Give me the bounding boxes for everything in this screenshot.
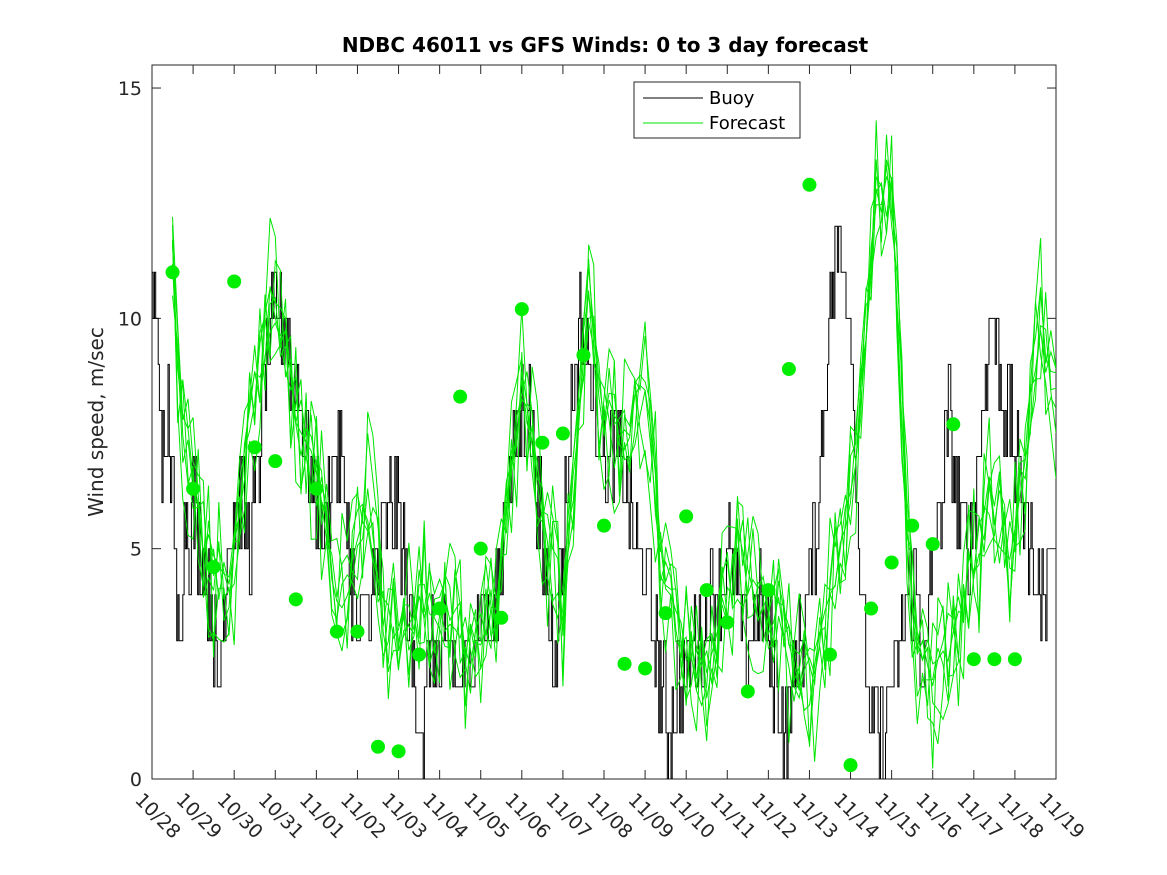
forecast-marker	[247, 440, 262, 455]
forecast-marker	[905, 518, 920, 533]
forecast-marker	[576, 348, 591, 363]
forecast-run-line	[172, 120, 1056, 769]
x-tick-label: 11/06	[500, 789, 554, 843]
forecast-marker	[350, 624, 365, 639]
forecast-marker	[946, 417, 961, 432]
forecast-marker	[638, 661, 653, 676]
legend-forecast-label: Forecast	[709, 113, 785, 134]
x-tick-label: 11/11	[706, 789, 760, 843]
x-tick-label: 11/01	[295, 789, 349, 843]
x-tick-label: 11/10	[665, 789, 719, 843]
forecast-marker	[473, 541, 488, 556]
x-tick-label: 11/03	[377, 789, 431, 843]
forecast-marker	[555, 426, 570, 441]
x-tick-labels: 10/2810/2910/3010/3111/0111/0211/0311/04…	[130, 789, 1088, 843]
forecast-marker	[1007, 652, 1022, 667]
forecast-marker	[288, 592, 303, 607]
forecast-marker	[494, 610, 509, 625]
x-tick-label: 10/30	[213, 789, 267, 843]
forecast-marker	[925, 537, 940, 552]
x-tick-label: 11/04	[418, 789, 472, 843]
forecast-marker	[206, 560, 221, 575]
x-tick-label: 11/16	[911, 789, 965, 843]
forecast-marker	[966, 652, 981, 667]
x-tick-label: 11/07	[541, 789, 595, 843]
forecast-marker	[412, 647, 427, 662]
y-axis-label: Wind speed, m/sec	[84, 327, 108, 517]
y-tick-label: 15	[118, 78, 142, 100]
axis-ticks	[151, 65, 1057, 780]
forecast-marker	[165, 265, 180, 280]
forecast-marker	[658, 606, 673, 621]
forecast-marker	[781, 362, 796, 377]
forecast-marker	[268, 454, 283, 469]
forecast-marker	[514, 302, 529, 317]
forecast-marker	[391, 744, 406, 759]
x-tick-label: 11/19	[1034, 789, 1088, 843]
forecast-marker	[186, 481, 201, 496]
y-tick-label: 5	[130, 539, 142, 561]
forecast-marker	[617, 656, 632, 671]
x-tick-label: 11/13	[788, 789, 842, 843]
forecast-marker	[597, 518, 611, 533]
chart-title: NDBC 46011 vs GFS Winds: 0 to 3 day fore…	[342, 33, 869, 57]
forecast-marker	[843, 758, 858, 773]
forecast-marker	[987, 652, 1002, 667]
y-tick-label: 10	[118, 308, 142, 330]
forecast-marker	[884, 555, 899, 570]
forecast-marker	[740, 684, 755, 699]
x-tick-label: 11/15	[870, 789, 924, 843]
forecast-marker	[329, 624, 344, 639]
x-tick-label: 10/31	[254, 789, 308, 843]
forecast-marker	[823, 647, 837, 662]
forecast-marker	[864, 601, 879, 616]
forecast-marker	[535, 435, 550, 450]
forecast-marker	[227, 274, 242, 289]
legend: Buoy Forecast	[633, 81, 801, 139]
forecast-marker	[432, 601, 447, 616]
y-tick-labels: 0 5 10 15	[118, 78, 142, 791]
buoy-line	[152, 225, 1048, 779]
x-tick-label: 11/14	[829, 789, 883, 843]
forecast-marker	[371, 739, 385, 754]
forecast-marker	[309, 481, 324, 496]
forecast-marker	[802, 177, 817, 192]
x-tick-label: 11/12	[747, 789, 801, 843]
x-tick-label: 11/08	[582, 789, 636, 843]
x-tick-label: 11/05	[459, 789, 513, 843]
forecast-marker	[699, 583, 714, 598]
forecast-marker	[679, 509, 694, 524]
x-tick-label: 11/17	[952, 789, 1006, 843]
x-tick-label: 10/29	[172, 789, 226, 843]
legend-buoy-label: Buoy	[709, 88, 755, 109]
forecast-markers	[165, 177, 1022, 773]
buoy-series	[152, 225, 1048, 779]
x-tick-label: 11/02	[336, 789, 390, 843]
legend-box	[633, 81, 801, 139]
forecast-marker	[720, 615, 735, 630]
y-tick-label: 0	[130, 769, 142, 791]
forecast-marker	[453, 389, 468, 404]
x-tick-label: 11/09	[624, 789, 678, 843]
x-tick-label: 11/18	[993, 789, 1047, 843]
x-tick-label: 10/28	[130, 789, 184, 843]
forecast-marker	[761, 583, 776, 598]
